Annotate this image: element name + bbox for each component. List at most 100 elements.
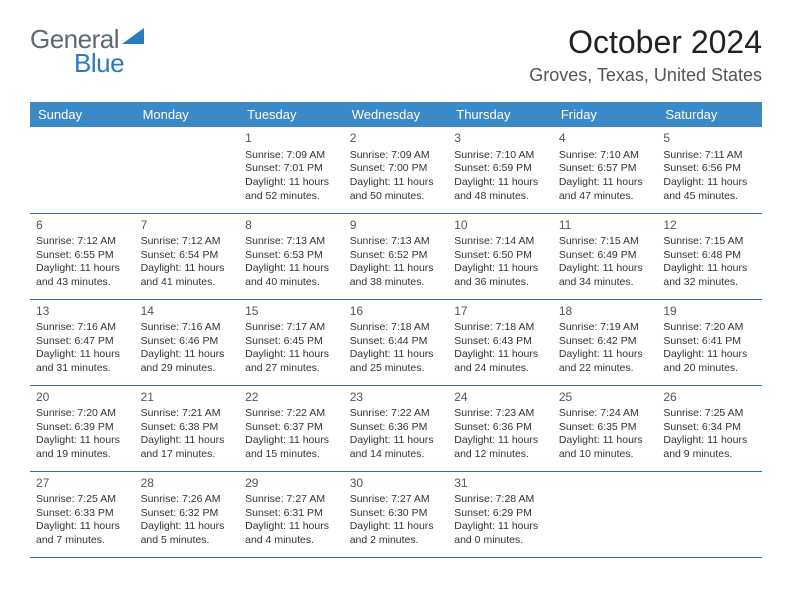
sunrise-line: Sunrise: 7:13 AM (245, 235, 338, 249)
daylight-line: Daylight: 11 hours and 20 minutes. (663, 348, 756, 375)
day-number: 27 (36, 476, 129, 492)
calendar-cell-empty (657, 471, 762, 557)
calendar-cell: 10Sunrise: 7:14 AMSunset: 6:50 PMDayligh… (448, 213, 553, 299)
calendar-body: 1Sunrise: 7:09 AMSunset: 7:01 PMDaylight… (30, 127, 762, 557)
sunset-line: Sunset: 6:33 PM (36, 507, 129, 521)
calendar-cell-empty (553, 471, 658, 557)
weekday-header: Tuesday (239, 102, 344, 127)
calendar-cell: 13Sunrise: 7:16 AMSunset: 6:47 PMDayligh… (30, 299, 135, 385)
calendar-cell-empty (30, 127, 135, 213)
sunrise-line: Sunrise: 7:20 AM (663, 321, 756, 335)
daylight-line: Daylight: 11 hours and 19 minutes. (36, 434, 129, 461)
day-number: 9 (350, 218, 443, 234)
title-block: October 2024 Groves, Texas, United State… (529, 24, 762, 86)
calendar-cell: 27Sunrise: 7:25 AMSunset: 6:33 PMDayligh… (30, 471, 135, 557)
calendar-cell: 8Sunrise: 7:13 AMSunset: 6:53 PMDaylight… (239, 213, 344, 299)
daylight-line: Daylight: 11 hours and 17 minutes. (141, 434, 234, 461)
sunset-line: Sunset: 6:55 PM (36, 249, 129, 263)
daylight-line: Daylight: 11 hours and 43 minutes. (36, 262, 129, 289)
weekday-header: Sunday (30, 102, 135, 127)
sunrise-line: Sunrise: 7:18 AM (350, 321, 443, 335)
sunrise-line: Sunrise: 7:16 AM (36, 321, 129, 335)
day-number: 19 (663, 304, 756, 320)
daylight-line: Daylight: 11 hours and 48 minutes. (454, 176, 547, 203)
daylight-line: Daylight: 11 hours and 22 minutes. (559, 348, 652, 375)
sunrise-line: Sunrise: 7:28 AM (454, 493, 547, 507)
day-number: 15 (245, 304, 338, 320)
day-number: 24 (454, 390, 547, 406)
calendar-cell: 30Sunrise: 7:27 AMSunset: 6:30 PMDayligh… (344, 471, 449, 557)
sunset-line: Sunset: 6:30 PM (350, 507, 443, 521)
sunset-line: Sunset: 6:29 PM (454, 507, 547, 521)
sunset-line: Sunset: 6:45 PM (245, 335, 338, 349)
sunset-line: Sunset: 6:49 PM (559, 249, 652, 263)
calendar-cell: 15Sunrise: 7:17 AMSunset: 6:45 PMDayligh… (239, 299, 344, 385)
daylight-line: Daylight: 11 hours and 5 minutes. (141, 520, 234, 547)
day-number: 1 (245, 131, 338, 147)
daylight-line: Daylight: 11 hours and 45 minutes. (663, 176, 756, 203)
daylight-line: Daylight: 11 hours and 14 minutes. (350, 434, 443, 461)
sunrise-line: Sunrise: 7:25 AM (663, 407, 756, 421)
day-number: 5 (663, 131, 756, 147)
sunset-line: Sunset: 6:56 PM (663, 162, 756, 176)
daylight-line: Daylight: 11 hours and 34 minutes. (559, 262, 652, 289)
calendar-cell: 6Sunrise: 7:12 AMSunset: 6:55 PMDaylight… (30, 213, 135, 299)
sunset-line: Sunset: 6:36 PM (454, 421, 547, 435)
day-number: 13 (36, 304, 129, 320)
calendar-cell: 26Sunrise: 7:25 AMSunset: 6:34 PMDayligh… (657, 385, 762, 471)
header-row: General Blue October 2024 Groves, Texas,… (30, 24, 762, 86)
sunrise-line: Sunrise: 7:15 AM (663, 235, 756, 249)
logo: General Blue (30, 24, 144, 55)
sunset-line: Sunset: 6:48 PM (663, 249, 756, 263)
calendar-row: 20Sunrise: 7:20 AMSunset: 6:39 PMDayligh… (30, 385, 762, 471)
sunset-line: Sunset: 6:57 PM (559, 162, 652, 176)
day-number: 4 (559, 131, 652, 147)
calendar-cell: 19Sunrise: 7:20 AMSunset: 6:41 PMDayligh… (657, 299, 762, 385)
day-number: 14 (141, 304, 234, 320)
day-number: 31 (454, 476, 547, 492)
sunset-line: Sunset: 7:01 PM (245, 162, 338, 176)
sunset-line: Sunset: 7:00 PM (350, 162, 443, 176)
sunrise-line: Sunrise: 7:12 AM (141, 235, 234, 249)
day-number: 6 (36, 218, 129, 234)
calendar-cell: 9Sunrise: 7:13 AMSunset: 6:52 PMDaylight… (344, 213, 449, 299)
day-number: 16 (350, 304, 443, 320)
sunset-line: Sunset: 6:39 PM (36, 421, 129, 435)
day-number: 11 (559, 218, 652, 234)
weekday-header: Wednesday (344, 102, 449, 127)
sunrise-line: Sunrise: 7:23 AM (454, 407, 547, 421)
sunset-line: Sunset: 6:31 PM (245, 507, 338, 521)
sunrise-line: Sunrise: 7:22 AM (245, 407, 338, 421)
calendar-cell: 17Sunrise: 7:18 AMSunset: 6:43 PMDayligh… (448, 299, 553, 385)
day-number: 12 (663, 218, 756, 234)
calendar-cell: 11Sunrise: 7:15 AMSunset: 6:49 PMDayligh… (553, 213, 658, 299)
sunrise-line: Sunrise: 7:14 AM (454, 235, 547, 249)
daylight-line: Daylight: 11 hours and 24 minutes. (454, 348, 547, 375)
calendar-cell: 21Sunrise: 7:21 AMSunset: 6:38 PMDayligh… (135, 385, 240, 471)
calendar-cell: 5Sunrise: 7:11 AMSunset: 6:56 PMDaylight… (657, 127, 762, 213)
weekday-header: Friday (553, 102, 658, 127)
sunrise-line: Sunrise: 7:24 AM (559, 407, 652, 421)
sunrise-line: Sunrise: 7:16 AM (141, 321, 234, 335)
sunset-line: Sunset: 6:38 PM (141, 421, 234, 435)
sunrise-line: Sunrise: 7:19 AM (559, 321, 652, 335)
day-number: 17 (454, 304, 547, 320)
daylight-line: Daylight: 11 hours and 52 minutes. (245, 176, 338, 203)
day-number: 30 (350, 476, 443, 492)
sunset-line: Sunset: 6:50 PM (454, 249, 547, 263)
daylight-line: Daylight: 11 hours and 0 minutes. (454, 520, 547, 547)
sunset-line: Sunset: 6:44 PM (350, 335, 443, 349)
daylight-line: Daylight: 11 hours and 38 minutes. (350, 262, 443, 289)
sunset-line: Sunset: 6:37 PM (245, 421, 338, 435)
daylight-line: Daylight: 11 hours and 32 minutes. (663, 262, 756, 289)
calendar-cell: 2Sunrise: 7:09 AMSunset: 7:00 PMDaylight… (344, 127, 449, 213)
day-number: 26 (663, 390, 756, 406)
sunset-line: Sunset: 6:34 PM (663, 421, 756, 435)
calendar-row: 27Sunrise: 7:25 AMSunset: 6:33 PMDayligh… (30, 471, 762, 557)
calendar-cell: 22Sunrise: 7:22 AMSunset: 6:37 PMDayligh… (239, 385, 344, 471)
calendar-cell: 24Sunrise: 7:23 AMSunset: 6:36 PMDayligh… (448, 385, 553, 471)
day-number: 8 (245, 218, 338, 234)
daylight-line: Daylight: 11 hours and 40 minutes. (245, 262, 338, 289)
sunrise-line: Sunrise: 7:10 AM (454, 149, 547, 163)
daylight-line: Daylight: 11 hours and 4 minutes. (245, 520, 338, 547)
